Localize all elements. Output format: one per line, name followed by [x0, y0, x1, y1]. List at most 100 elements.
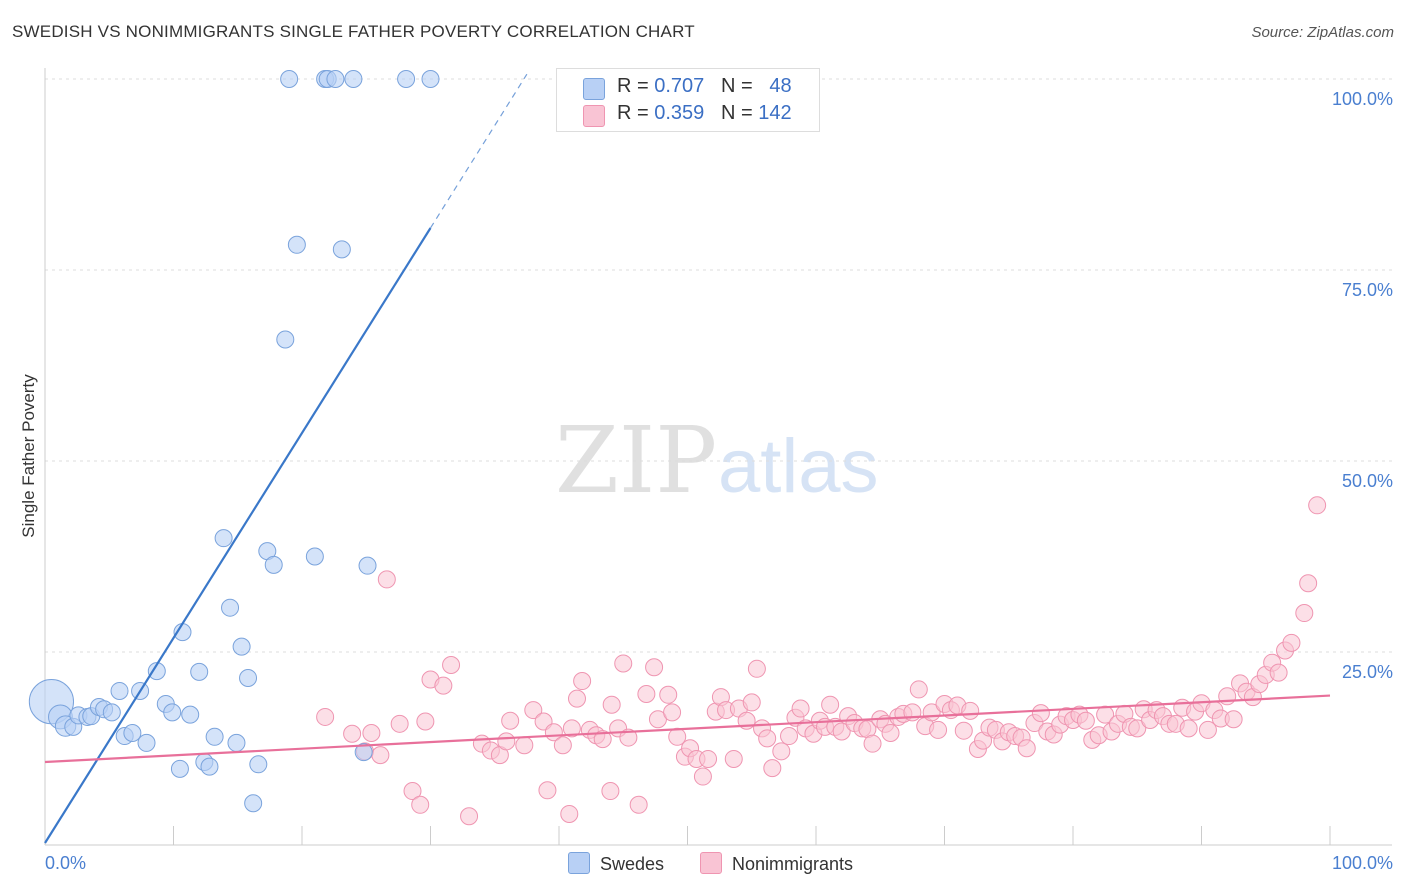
nonimmigrants-swatch	[583, 105, 605, 127]
swedes-point	[264, 555, 283, 574]
nonimmigrants-point	[515, 736, 534, 755]
swedes-point	[249, 755, 268, 774]
nonimmigrants-point	[881, 723, 900, 742]
nonimmigrants-point	[747, 659, 766, 678]
nonimmigrants-point	[316, 707, 335, 726]
x-tick-label: 100.0%	[1332, 853, 1393, 873]
nonimmigrants-point	[699, 749, 718, 768]
nonimmigrants-point	[929, 720, 948, 739]
swedes-point	[181, 705, 200, 724]
nonimmigrants-point	[538, 781, 557, 800]
swedes-point	[239, 668, 258, 687]
nonimmigrants-point	[460, 807, 479, 826]
swedes-point	[421, 70, 440, 88]
nonimmigrants-point	[403, 782, 422, 801]
n-value-swedes: 48	[769, 75, 792, 97]
n-label: N =	[720, 75, 759, 97]
nonimmigrants-point	[573, 672, 592, 691]
bottom-legend-swedes: Swedes	[568, 852, 664, 875]
swedes-point	[358, 556, 377, 575]
y-tick-label: 75.0%	[1342, 280, 1393, 300]
watermark-atlas: atlas	[718, 424, 879, 509]
nonimmigrants-point	[791, 699, 810, 718]
y-tick-label: 25.0%	[1342, 662, 1393, 682]
swedes-point	[102, 703, 121, 722]
swedes-trend-line	[44, 227, 432, 844]
nonimmigrants-point	[693, 767, 712, 786]
nonimmigrants-point	[1031, 704, 1050, 723]
swedes-point	[123, 723, 142, 742]
nonimmigrants-point	[434, 676, 453, 695]
nonimmigrants-point	[645, 658, 664, 677]
swedes-point	[205, 727, 224, 746]
swedes-point	[244, 794, 263, 813]
r-label: R =	[617, 75, 655, 97]
nonimmigrants-point	[954, 721, 973, 740]
nonimmigrants-point	[497, 732, 516, 751]
nonimmigrants-point	[1128, 719, 1147, 738]
nonimmigrants-point	[629, 795, 648, 814]
nonimmigrants-point	[614, 654, 633, 673]
nonimmigrants-point	[416, 712, 435, 731]
nonimmigrants-point	[637, 685, 656, 704]
nonimmigrants-point	[1269, 663, 1288, 682]
swedes-point	[170, 759, 189, 778]
swedes-point	[227, 733, 246, 752]
nonimmigrants-point	[863, 734, 882, 753]
n-value-nonimmigrants: 142	[758, 102, 792, 124]
nonimmigrants-point	[560, 804, 579, 823]
swedes-point	[287, 235, 306, 254]
swedes-point	[214, 529, 233, 548]
swedes-point	[305, 547, 324, 566]
nonimmigrants-point	[371, 746, 390, 765]
swedes-swatch	[583, 78, 605, 100]
legend-text-nonimmigrants: R = 0.359 N = 142	[617, 102, 792, 125]
bottom-legend-nonimmigrants: Nonimmigrants	[700, 852, 853, 875]
nonimmigrants-point	[524, 701, 543, 720]
nonimmigrants-point	[742, 693, 761, 712]
n-label: N =	[720, 102, 759, 124]
y-tick-label: 50.0%	[1342, 471, 1393, 491]
nonimmigrants-point	[411, 795, 430, 814]
swedes-point	[110, 681, 129, 700]
nonimmigrants-point	[593, 730, 612, 749]
nonimmigrants-point	[772, 742, 791, 761]
nonimmigrants-point	[1282, 633, 1301, 652]
y-tick-label: 100.0%	[1332, 89, 1393, 109]
swedes-label: Swedes	[600, 854, 665, 874]
chart-title: SWEDISH VS NONIMMIGRANTS SINGLE FATHER P…	[12, 22, 695, 41]
legend-text-swedes: R = 0.707 N = 48	[617, 75, 792, 98]
nonimmigrants-point	[1198, 720, 1217, 739]
nonimmigrants-point	[1224, 710, 1243, 729]
swedes-point	[344, 70, 363, 88]
source-label: Source: ZipAtlas.com	[1251, 24, 1394, 41]
nonimmigrants-point	[821, 695, 840, 714]
nonimmigrants-point	[1017, 739, 1036, 758]
swedes-point	[276, 330, 295, 349]
nonimmigrants-swatch	[700, 852, 722, 874]
nonimmigrants-point	[362, 723, 381, 742]
nonimmigrants-point	[763, 759, 782, 778]
swedes-point	[137, 733, 156, 752]
swedes-point	[163, 703, 182, 722]
swedes-point	[354, 743, 373, 762]
nonimmigrants-point	[663, 703, 682, 722]
r-label: R =	[617, 102, 655, 124]
nonimmigrants-point	[442, 655, 461, 674]
nonimmigrants-point	[1076, 711, 1095, 730]
r-value-swedes: 0.707	[654, 75, 705, 97]
nonimmigrants-point	[390, 714, 409, 733]
nonimmigrants-point	[562, 719, 581, 738]
nonimmigrants-point	[567, 689, 586, 708]
nonimmigrants-point	[1299, 574, 1318, 593]
swedes-point	[200, 757, 219, 776]
x-tick-label: 0.0%	[45, 853, 86, 873]
swedes-trend-extension	[429, 73, 528, 229]
y-axis-label: Single Father Poverty	[19, 374, 38, 538]
nonimmigrants-point	[553, 736, 572, 755]
nonimmigrants-point	[909, 680, 928, 699]
nonimmigrants-point	[619, 728, 638, 747]
swedes-point	[280, 70, 299, 88]
swedes-swatch	[568, 852, 590, 874]
nonimmigrants-point	[601, 782, 620, 801]
